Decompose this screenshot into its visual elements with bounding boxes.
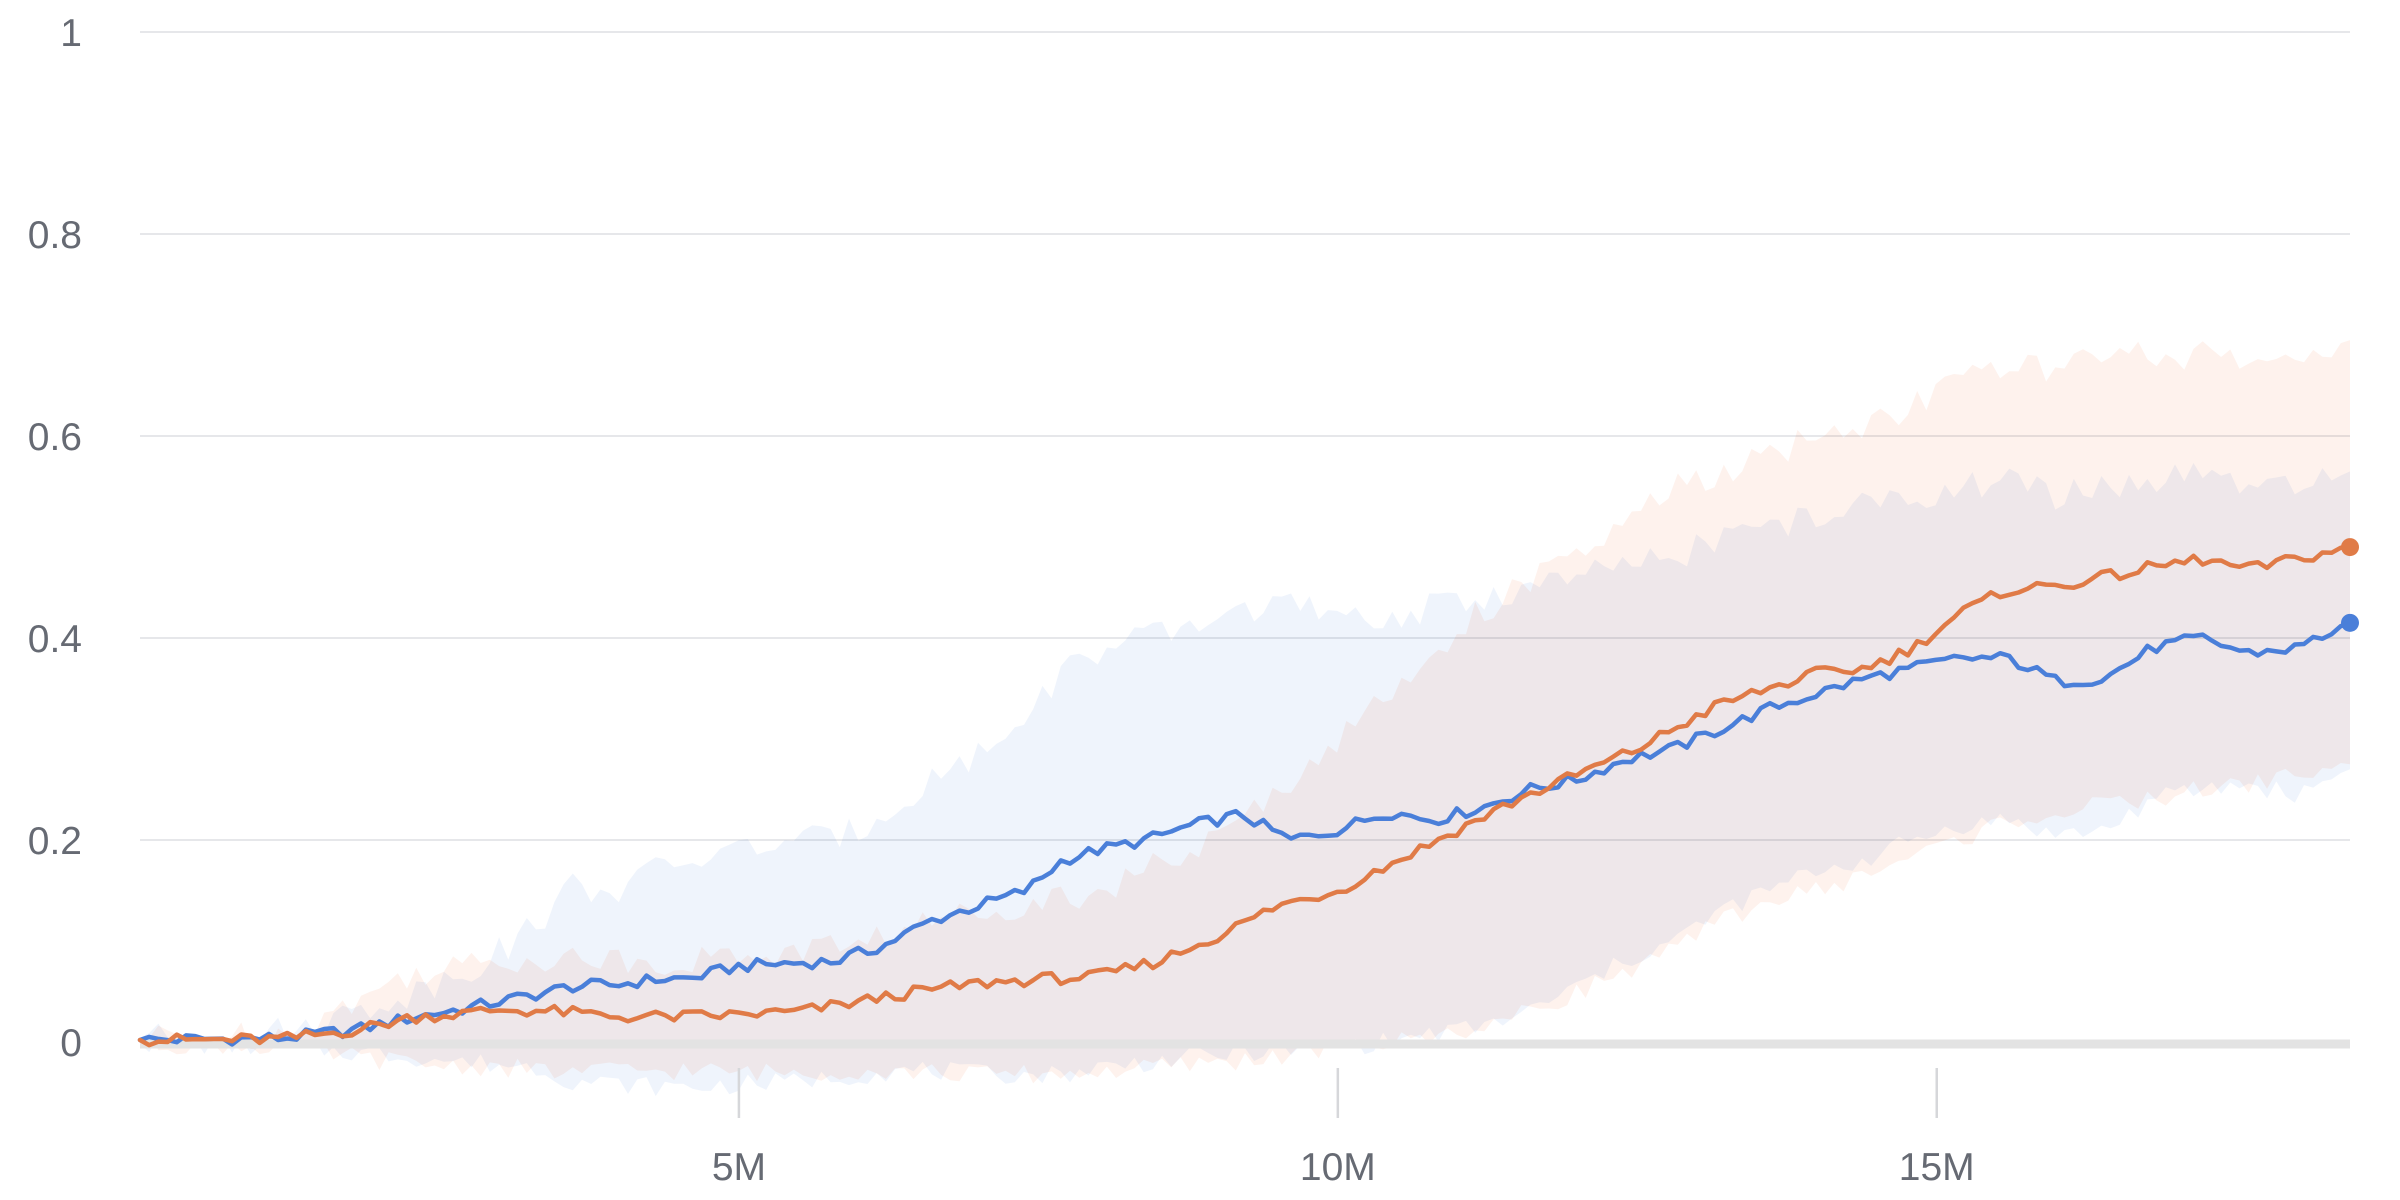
y-axis-ticks: 1 0.8 0.6 0.4 0.2 0	[28, 12, 82, 1065]
y-tick-label: 0.4	[28, 618, 82, 661]
y-tick-label: 1	[60, 12, 82, 55]
series-end-markers	[2341, 538, 2359, 632]
y-tick-label: 0.6	[28, 416, 82, 459]
series-1-line	[137, 544, 2353, 1048]
series-0-end-point	[2341, 613, 2359, 632]
y-tick-label: 0.8	[28, 214, 82, 257]
x-tick-label: 15M	[1899, 1146, 1975, 1189]
series-1-end-point	[2341, 538, 2359, 557]
series-0-line	[137, 620, 2353, 1047]
series-lines	[137, 544, 2353, 1048]
x-axis-ticks: 5M 10M 15M	[712, 1068, 1975, 1189]
confidence-bands	[140, 340, 2350, 1097]
series-1-band	[140, 340, 2350, 1084]
x-tick-label: 10M	[1300, 1146, 1376, 1189]
y-tick-label: 0.2	[28, 820, 82, 863]
x-tick-label: 5M	[712, 1146, 766, 1189]
y-tick-label: 0	[60, 1022, 82, 1065]
